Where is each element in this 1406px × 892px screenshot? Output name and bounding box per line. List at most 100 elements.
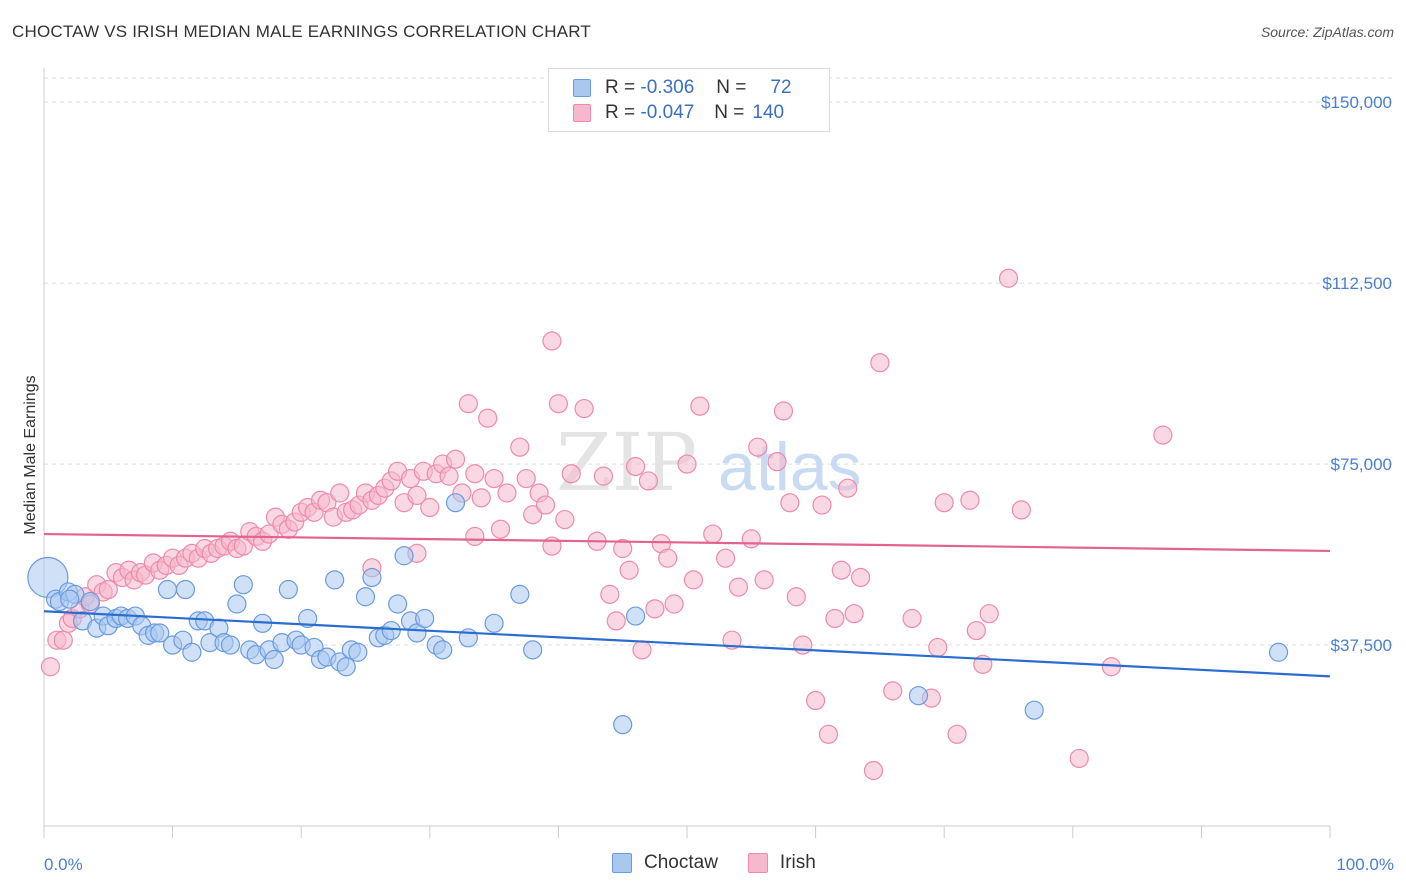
watermark-zip: ZIP [556, 416, 697, 509]
choctaw-point [484, 613, 504, 633]
irish-point [780, 493, 800, 513]
choctaw-point [336, 657, 356, 677]
irish-point [613, 538, 633, 559]
irish-n-label: N = [714, 102, 745, 123]
irish-point [439, 466, 459, 486]
irish-point [703, 524, 723, 544]
irish-r-label: R = [605, 102, 636, 123]
choctaw-point [227, 594, 247, 614]
irish-n-value: 140 [752, 102, 785, 123]
choctaw-point [381, 620, 401, 641]
choctaw-point [510, 584, 530, 604]
choctaw-point [278, 579, 298, 600]
irish-point [542, 331, 562, 351]
choctaw-point [182, 642, 202, 662]
irish-legend-swatch-icon [747, 853, 768, 873]
irish-point [960, 490, 980, 510]
trend-lines [43, 532, 1331, 678]
choctaw-point [298, 608, 318, 629]
irish-point [741, 529, 761, 549]
choctaw-point [1268, 642, 1289, 662]
choctaw-point [433, 640, 453, 660]
choctaw-point [523, 640, 543, 660]
irish-point [516, 468, 536, 489]
choctaw-point [613, 715, 633, 735]
irish-point [825, 608, 845, 629]
y-tick-label: $112,500 [1322, 274, 1392, 293]
watermark: ZIP atlas [556, 416, 862, 509]
irish-point [998, 268, 1019, 288]
irish-point [259, 524, 279, 544]
irish-point [458, 394, 478, 414]
irish-point [934, 493, 954, 513]
irish-point [863, 760, 884, 781]
choctaw-point [60, 589, 80, 609]
irish-point [510, 437, 530, 457]
choctaw-point [362, 567, 382, 588]
choctaw-point [157, 579, 178, 600]
choctaw-point [394, 546, 414, 566]
irish-point [786, 587, 806, 607]
choctaw-r-label: R = [605, 77, 636, 98]
irish-point [445, 449, 466, 469]
irish-point [606, 611, 626, 631]
irish-point [870, 353, 890, 373]
choctaw-point [355, 587, 376, 607]
irish-r-value: -0.047 [640, 102, 695, 123]
irish-point [1153, 425, 1173, 445]
x-tick-label-max: 100.0% [1336, 855, 1394, 874]
irish-point [465, 464, 485, 484]
irish-point [53, 630, 73, 650]
x-tick-label-min: 0.0% [44, 855, 83, 874]
irish-point [40, 657, 61, 677]
irish-point [979, 604, 999, 624]
irish-point [98, 579, 118, 600]
legend-item-irish: Irish [747, 852, 816, 874]
irish-point [497, 483, 517, 503]
choctaw-point [80, 591, 100, 612]
irish-point [812, 495, 832, 515]
irish-point [728, 577, 749, 597]
irish-point [632, 640, 652, 660]
series-legend: Choctaw Irish [612, 852, 846, 874]
irish-point [638, 471, 659, 491]
irish-point [947, 724, 967, 744]
irish-point [619, 560, 639, 580]
irish-point [471, 488, 491, 508]
irish-point [805, 690, 826, 711]
choctaw-point [1024, 700, 1044, 720]
irish-point [490, 519, 511, 539]
irish-point [851, 567, 871, 588]
tick-labels: $37,500 $75,000 $112,500 $150,000 0.0% 100.0% [44, 93, 1394, 874]
y-tick-label: $150,000 [1321, 93, 1392, 112]
irish-point [625, 456, 646, 477]
irish-point [561, 464, 581, 484]
legend-label-irish: Irish [779, 852, 816, 873]
irish-point [1069, 748, 1089, 769]
choctaw-point [445, 493, 466, 513]
irish-point [548, 394, 569, 414]
choctaw-point [625, 606, 646, 626]
source-label: Source: ZipAtlas.com [1260, 24, 1394, 40]
irish-point [831, 560, 851, 580]
choctaw-point [175, 579, 196, 600]
choctaw-point [150, 623, 170, 643]
legend-label-choctaw: Choctaw [644, 852, 718, 873]
irish-point [690, 396, 710, 416]
irish-point [523, 505, 543, 525]
irish-point [484, 468, 504, 489]
irish-swatch-icon [573, 104, 591, 122]
choctaw-series [27, 493, 1289, 735]
watermark-atlas: atlas [718, 429, 862, 505]
choctaw-point [325, 570, 345, 590]
legend-row-choctaw: R = -0.306 N = 72 [573, 77, 792, 99]
irish-point [928, 637, 948, 658]
choctaw-point [415, 608, 435, 629]
irish-point [478, 408, 498, 428]
y-tick-label: $75,000 [1331, 455, 1392, 474]
irish-series [40, 268, 1173, 781]
choctaw-n-label: N = [716, 77, 747, 98]
irish-point [407, 485, 427, 506]
irish-point [658, 548, 678, 568]
choctaw-point [348, 642, 368, 662]
